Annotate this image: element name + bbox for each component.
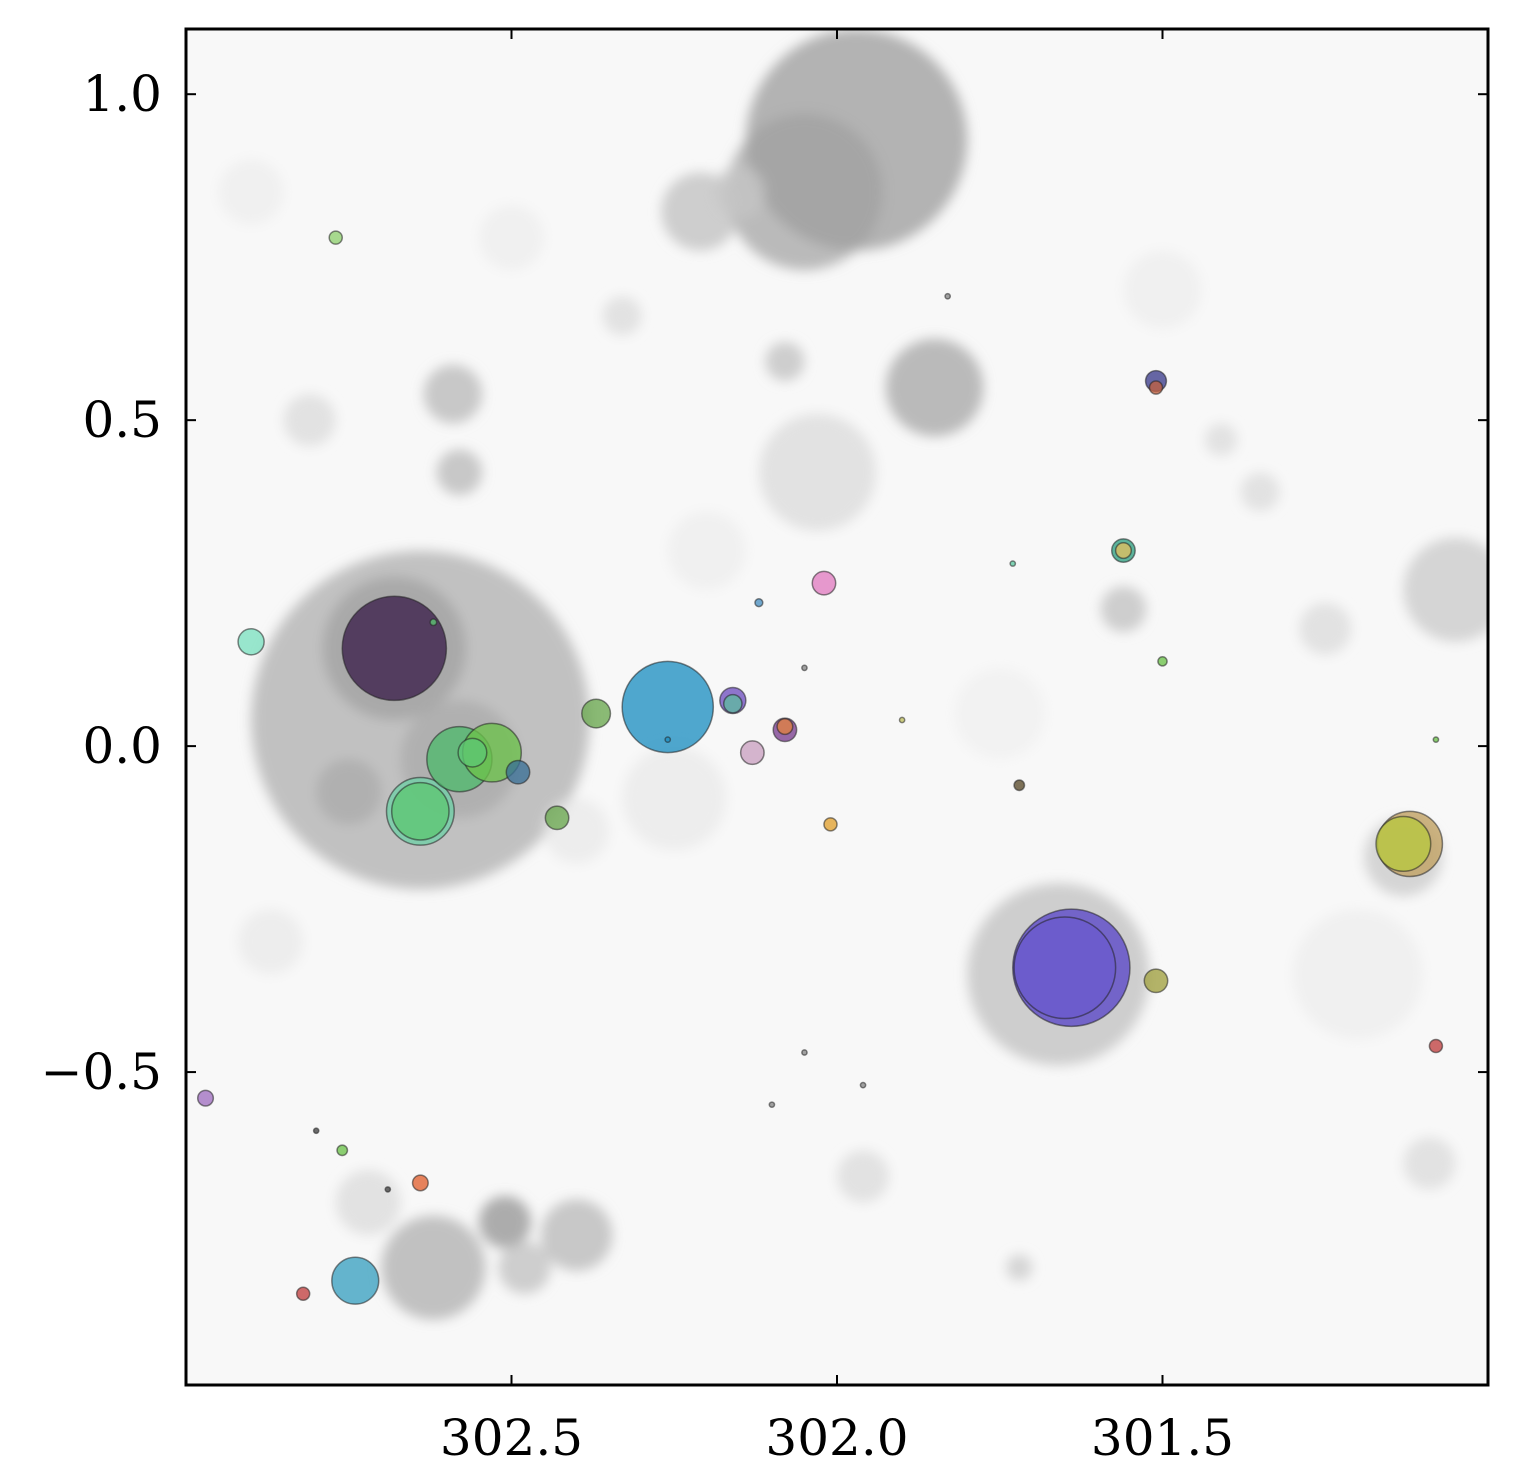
data-point: [1009, 560, 1017, 567]
background-blob: [1006, 1254, 1033, 1281]
background-blob: [1240, 472, 1280, 512]
background-blob: [218, 159, 284, 225]
data-point: [801, 1049, 808, 1056]
x-tick-label: 302.0: [765, 1409, 908, 1467]
data-point: [664, 736, 672, 743]
background-blob: [1403, 1137, 1456, 1190]
y-tick-label: 0.5: [82, 391, 162, 449]
x-tick-labels: 302.5 302.0 301.5: [440, 1409, 1234, 1467]
data-point: [1013, 916, 1117, 1020]
y-tick-label: 0.0: [82, 717, 162, 775]
data-points: [196, 230, 1444, 1305]
background-blob: [478, 1195, 532, 1249]
background-blob: [423, 364, 483, 424]
y-tick-label: −0.5: [41, 1043, 162, 1101]
data-point: [1013, 779, 1026, 792]
data-point: [429, 618, 438, 627]
background-blob: [602, 296, 642, 336]
data-point: [1432, 736, 1440, 743]
data-point: [196, 1089, 215, 1107]
data-point: [768, 1101, 776, 1109]
data-point: [505, 759, 531, 785]
data-point: [390, 781, 450, 841]
data-point: [859, 1081, 867, 1089]
background-blob: [335, 1169, 401, 1236]
data-point: [384, 1186, 392, 1193]
data-point: [776, 717, 794, 736]
data-point: [1148, 380, 1164, 395]
data-point: [621, 660, 715, 754]
data-point: [898, 716, 906, 724]
data-point: [811, 570, 837, 596]
background-blob: [622, 746, 727, 851]
y-tick-label: 1.0: [82, 65, 162, 123]
x-tick-label: 302.5: [440, 1409, 583, 1467]
background-blob: [238, 909, 304, 975]
background-blob: [837, 1150, 890, 1203]
data-point: [1375, 815, 1432, 872]
data-point: [754, 598, 764, 608]
background-blob: [1299, 602, 1352, 655]
x-tick-label: 301.5: [1091, 1409, 1234, 1467]
background-blob: [765, 341, 805, 382]
data-point: [341, 595, 448, 702]
y-tick-labels: 1.0 0.5 0.0 −0.5: [41, 65, 162, 1101]
data-point: [581, 698, 612, 729]
background-blob: [726, 113, 883, 271]
background-blob: [713, 165, 766, 219]
data-point: [1428, 1038, 1444, 1054]
background-blob: [885, 338, 984, 437]
data-point: [1143, 968, 1169, 994]
background-blob: [954, 667, 1046, 760]
data-point: [722, 693, 743, 714]
background-blob: [1123, 250, 1202, 329]
background-blob: [540, 1199, 613, 1271]
data-point: [336, 1144, 349, 1157]
axis-ticks: [186, 29, 1488, 1385]
data-point: [331, 1256, 380, 1305]
background-blob: [316, 759, 382, 825]
background-blob: [1403, 537, 1488, 642]
data-point: [544, 805, 570, 831]
data-point: [328, 230, 343, 245]
data-point: [739, 740, 765, 766]
background-blob: [1100, 586, 1147, 632]
background-blob: [1204, 423, 1238, 456]
data-point: [411, 1174, 429, 1192]
data-point: [944, 292, 952, 300]
background-blob: [436, 449, 483, 496]
background-blob: [1292, 909, 1423, 1040]
data-point: [457, 737, 488, 768]
background-blob: [381, 1215, 486, 1320]
background-blob: [478, 205, 545, 271]
data-point: [801, 664, 808, 672]
background-blob: [667, 511, 746, 590]
data-point: [823, 817, 838, 832]
data-point: [237, 628, 265, 656]
data-point: [295, 1286, 311, 1301]
background-blob: [498, 1241, 551, 1294]
data-point: [1114, 541, 1133, 560]
background-blob: [758, 413, 877, 531]
data-point: [312, 1127, 320, 1135]
background-blob: [283, 394, 336, 447]
data-point: [1157, 656, 1168, 667]
